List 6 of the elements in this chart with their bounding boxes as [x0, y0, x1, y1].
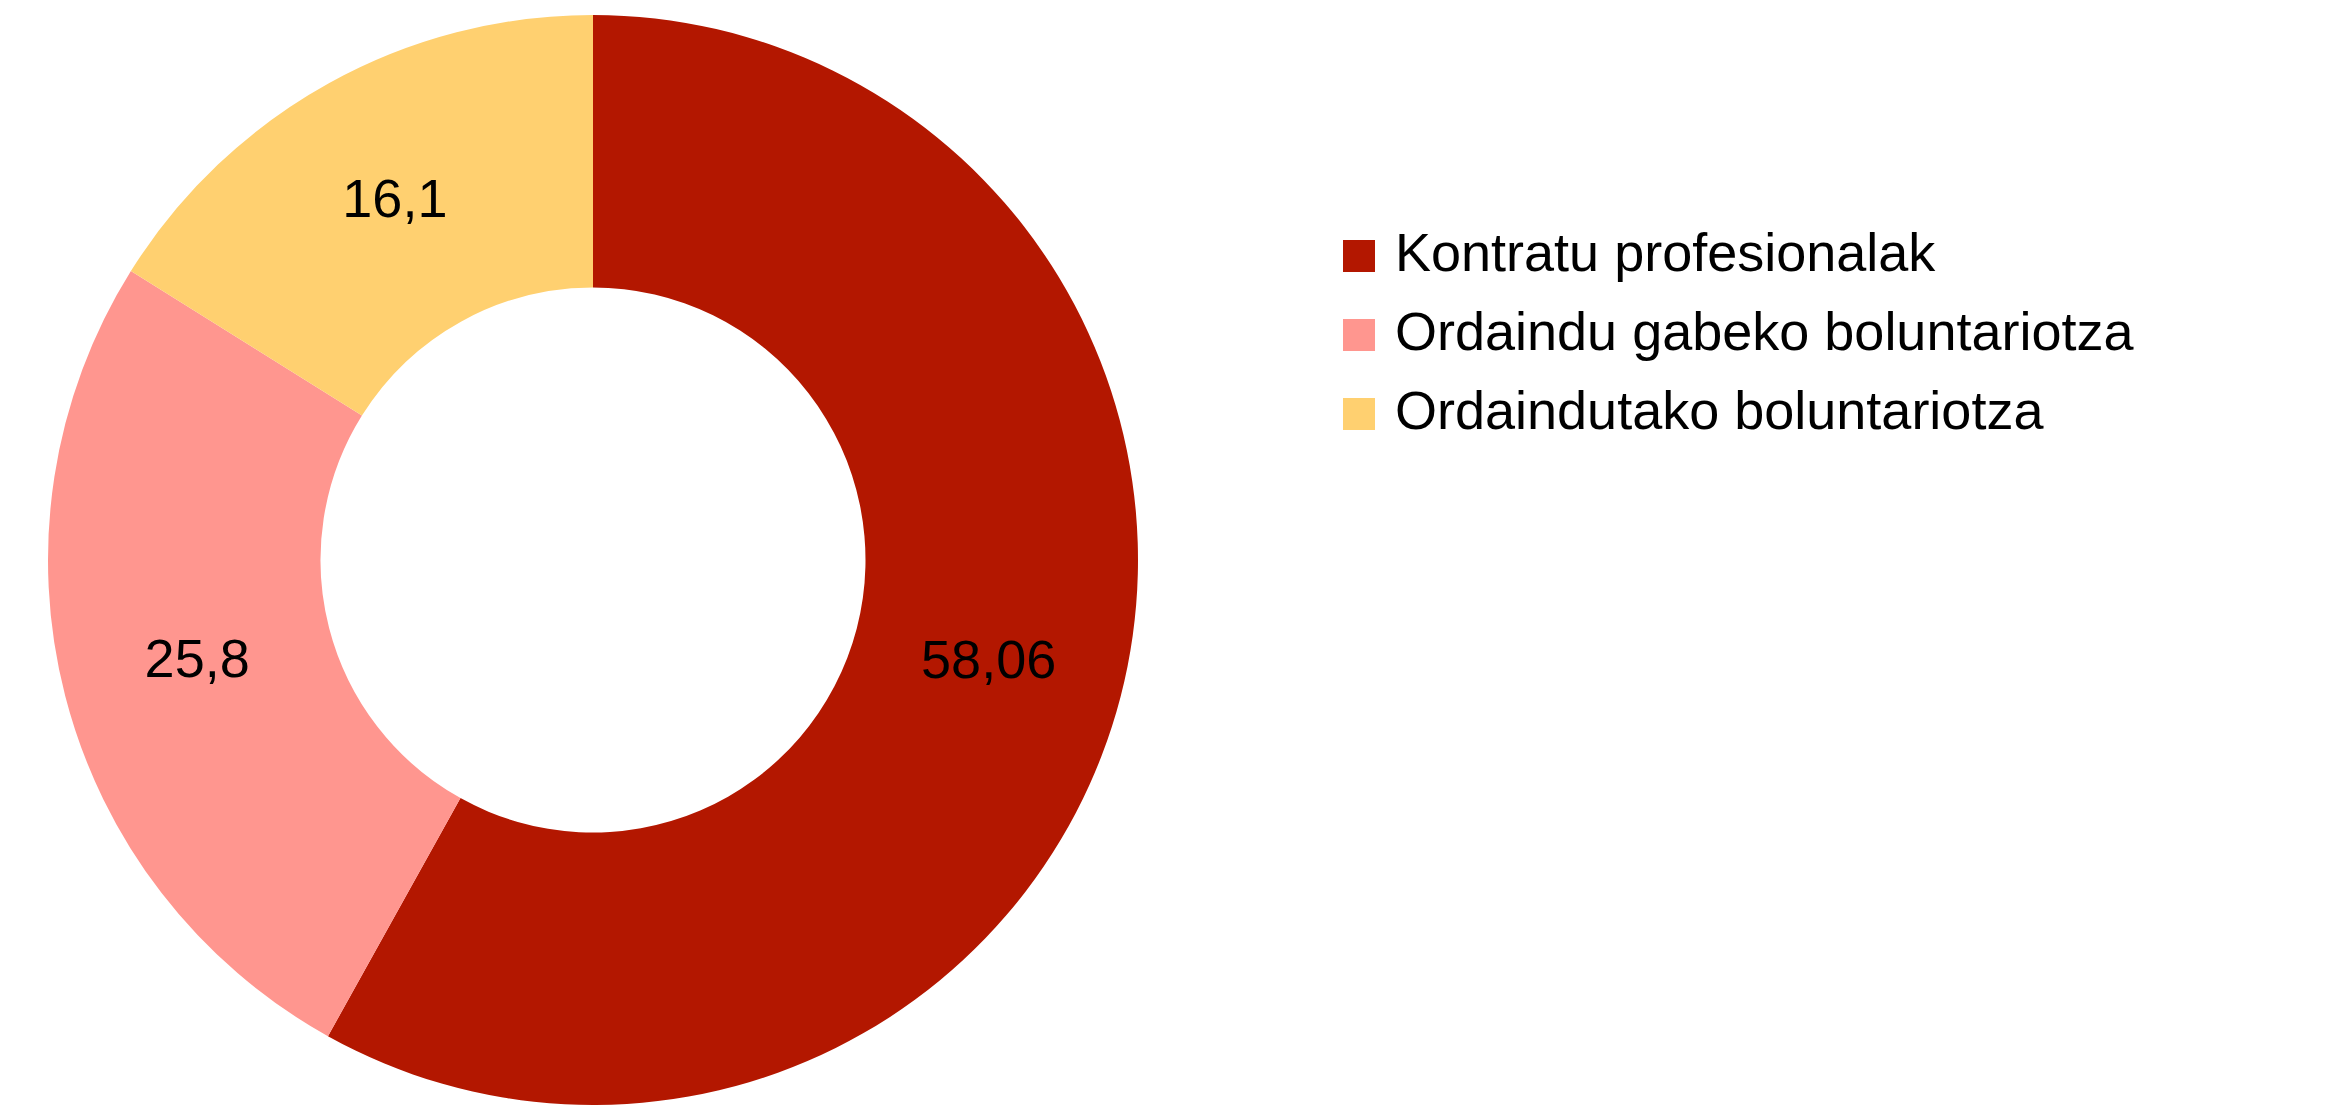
legend-label: Kontratu profesionalak — [1395, 221, 1937, 282]
data-label: 16,1 — [342, 168, 448, 229]
data-label: 25,8 — [144, 627, 250, 688]
data-label: 58,06 — [921, 628, 1057, 689]
legend-label: Ordaindutako boluntariotza — [1395, 379, 2045, 440]
legend-label: Ordaindu gabeko boluntariotza — [1395, 300, 2135, 361]
